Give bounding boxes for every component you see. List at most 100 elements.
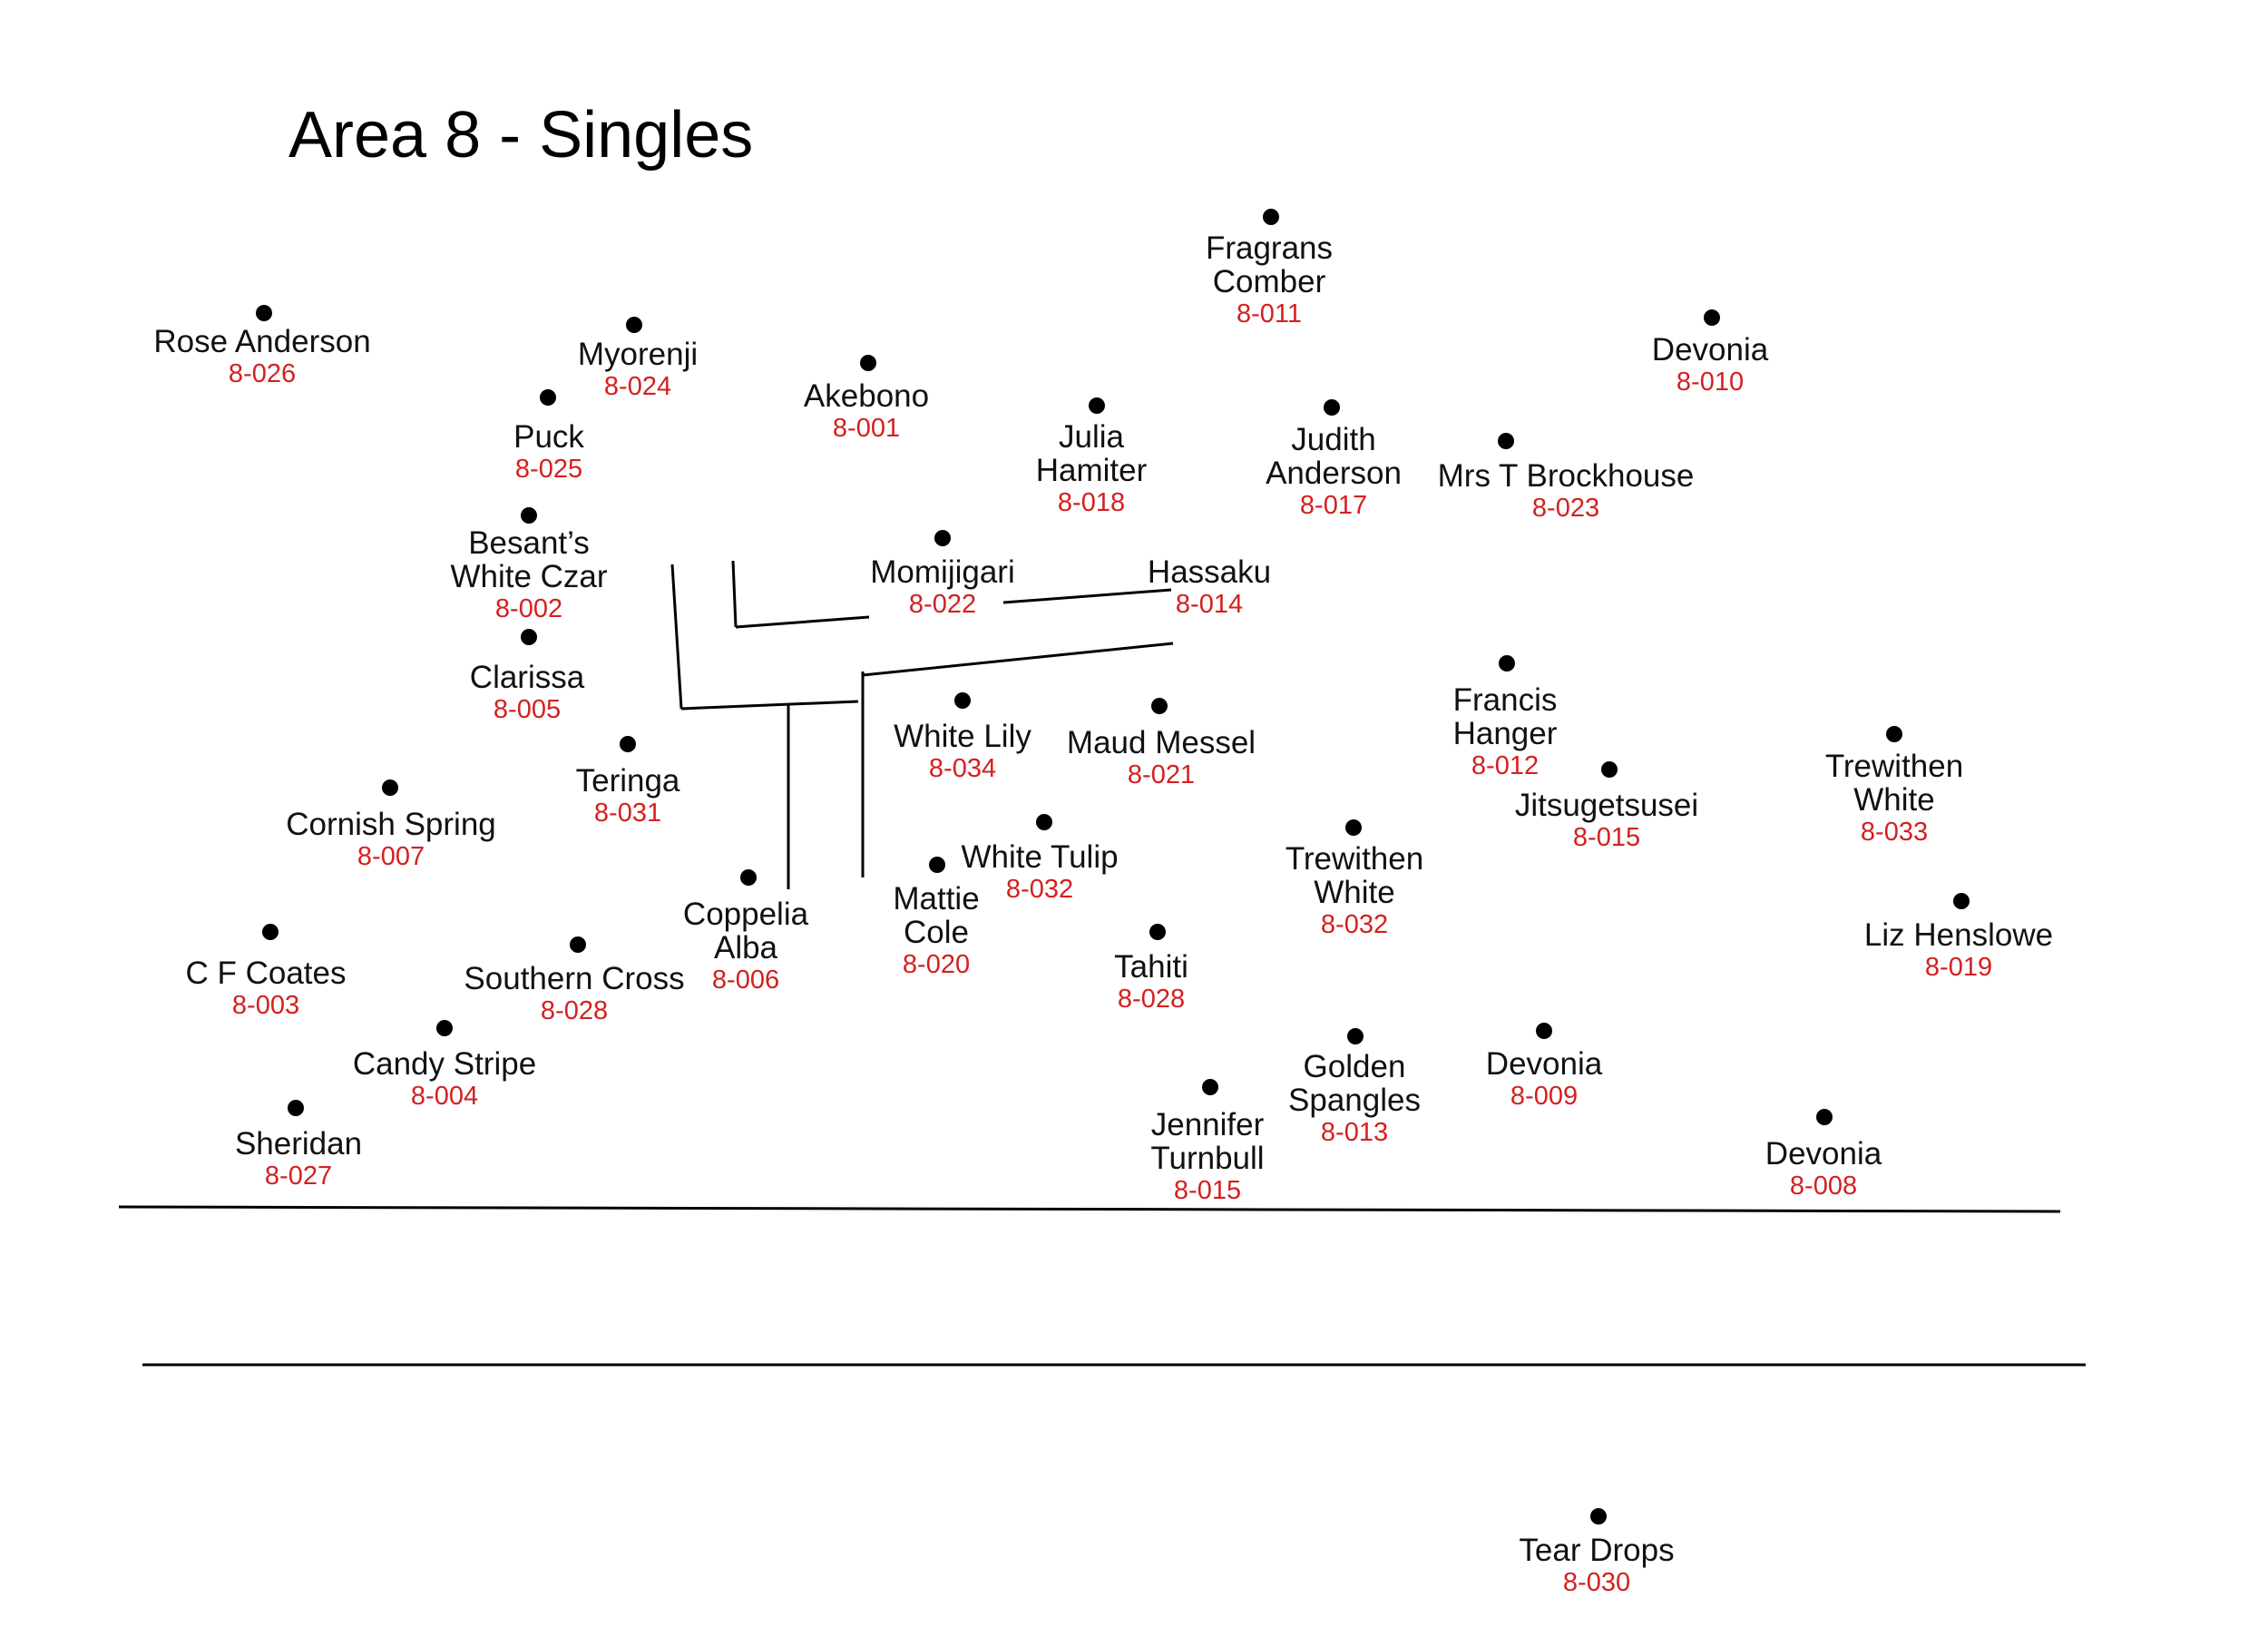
plant-name: Momijigari (870, 554, 1015, 590)
plant-dot (1202, 1079, 1218, 1095)
plant-dot (382, 779, 398, 796)
plant-name: Teringa (575, 763, 680, 799)
plant-code: 8-024 (603, 372, 672, 401)
plant-name: Tahiti (1114, 949, 1188, 985)
plant-code: 8-025 (514, 455, 583, 484)
plant-name: White (1314, 875, 1395, 910)
plant-code: 8-023 (1531, 494, 1600, 523)
plant-label: Puck 8-025 (513, 420, 584, 485)
plant-code: 8-034 (928, 754, 997, 783)
plant-name: Hassaku (1147, 554, 1272, 590)
plant-name: Puck (513, 419, 584, 455)
plant-dot (1036, 814, 1052, 830)
plant-name: Sheridan (234, 1126, 363, 1162)
plant-code: 8-032 (1320, 910, 1389, 939)
plant-dot (262, 924, 279, 940)
plant-name: White (1853, 782, 1935, 818)
plant-label: Judith Anderson 8-017 (1266, 423, 1402, 521)
plant-label: Devonia 8-009 (1486, 1047, 1602, 1112)
plant-code: 8-013 (1320, 1118, 1389, 1147)
plant-label: Cornish Spring 8-007 (286, 808, 496, 872)
plant-dot (1590, 1508, 1607, 1524)
plant-dot (934, 530, 951, 546)
plant-label: Mattie Cole 8-020 (893, 882, 979, 980)
plant-name: Cornish Spring (286, 807, 496, 842)
plant-label: Mrs T Brockhouse 8-023 (1438, 459, 1695, 524)
plant-dot (1345, 819, 1362, 836)
plant-name: Liz Henslowe (1863, 917, 2054, 953)
plant-label: Trewithen White 8-032 (1286, 842, 1423, 940)
plant-dot (1886, 726, 1902, 742)
plant-name: White Tulip (961, 839, 1119, 875)
plant-label: Tear Drops 8-030 (1519, 1534, 1674, 1598)
plant-label: Jennifer Turnbull 8-015 (1150, 1108, 1264, 1206)
plant-name: Cole (904, 915, 969, 950)
plant-dot (620, 736, 636, 752)
plant-label: Southern Cross 8-028 (464, 962, 684, 1026)
plant-dot (1263, 209, 1279, 225)
plant-name: Mrs T Brockhouse (1437, 458, 1695, 494)
plant-dot (740, 869, 757, 886)
plant-dot (540, 389, 556, 406)
plant-label: Liz Henslowe 8-019 (1864, 918, 2053, 983)
plant-dot (521, 629, 537, 645)
plant-code: 8-026 (228, 359, 297, 388)
plant-name: Jitsugetsusei (1514, 788, 1699, 823)
plant-label: Hassaku 8-014 (1148, 555, 1271, 620)
path-line-upper-vertical (731, 560, 738, 628)
plant-label: Rose Anderson 8-026 (153, 325, 370, 389)
plant-name: Francis (1452, 682, 1558, 718)
plant-dot (288, 1100, 304, 1116)
plant-code: 8-021 (1127, 760, 1196, 789)
path-line-left-vertical (670, 564, 683, 710)
plant-name: Coppelia (682, 897, 809, 932)
plant-code: 8-008 (1789, 1172, 1858, 1201)
plant-dot (860, 355, 876, 371)
plant-name: White Czar (450, 559, 608, 594)
plant-code: 8-002 (494, 594, 563, 623)
plant-name: Candy Stripe (352, 1046, 537, 1082)
plant-name: Tear Drops (1519, 1533, 1675, 1568)
plant-code: 8-010 (1676, 368, 1745, 397)
plant-label: Fragrans Comber 8-011 (1206, 231, 1333, 329)
plant-label: Coppelia Alba 8-006 (683, 897, 808, 995)
plant-label: Clarissa 8-005 (470, 661, 584, 725)
plant-name: Turnbull (1150, 1141, 1265, 1176)
plant-code: 8-015 (1572, 823, 1641, 852)
plant-dot (1149, 924, 1166, 940)
plant-name: Hanger (1452, 716, 1558, 751)
plant-code: 8-031 (593, 799, 662, 828)
plant-dot (1953, 893, 1970, 909)
plant-code: 8-015 (1173, 1176, 1242, 1205)
plant-name: Devonia (1485, 1046, 1603, 1082)
plant-label: Besant’s White Czar 8-002 (450, 526, 607, 624)
map-title: Area 8 - Singles (288, 99, 754, 172)
plant-dot (436, 1020, 453, 1036)
plant-name: Judith (1291, 422, 1376, 457)
plant-name: Myorenji (577, 337, 699, 372)
plant-label: Tahiti 8-028 (1114, 950, 1188, 1015)
plant-label: Akebono 8-001 (804, 379, 929, 444)
plant-code: 8-028 (1117, 985, 1186, 1014)
plant-label: Devonia 8-008 (1765, 1137, 1882, 1201)
plant-dot (626, 317, 642, 333)
plant-code: 8-030 (1562, 1568, 1631, 1597)
plant-label: White Lily 8-034 (894, 720, 1031, 784)
plant-code: 8-009 (1510, 1082, 1579, 1111)
plant-name: Comber (1212, 264, 1326, 299)
plant-code: 8-004 (410, 1082, 479, 1111)
plant-name: Fragrans (1205, 230, 1334, 266)
plant-code: 8-033 (1860, 818, 1929, 847)
plant-dot (954, 692, 971, 709)
plant-label: White Tulip 8-032 (961, 840, 1118, 905)
plant-code: 8-003 (231, 991, 300, 1020)
plant-dot (521, 507, 537, 524)
plant-code: 8-007 (357, 842, 425, 871)
plant-label: Sheridan 8-027 (235, 1127, 362, 1191)
plant-label: Teringa 8-031 (576, 764, 680, 828)
plant-dot (1347, 1028, 1364, 1044)
plant-dot (1499, 655, 1515, 672)
plant-label: Julia Hamiter 8-018 (1036, 420, 1148, 518)
path-line-center-diagonal (862, 642, 1174, 677)
